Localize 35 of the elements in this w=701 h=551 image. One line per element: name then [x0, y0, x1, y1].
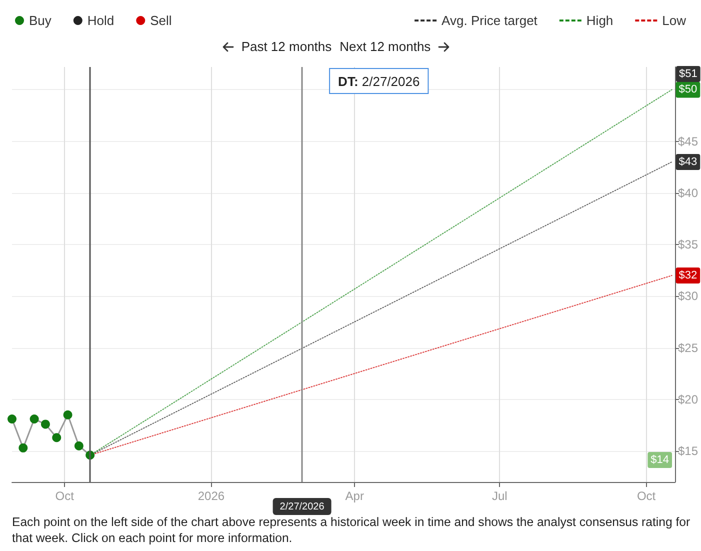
y-tick-label: $30: [678, 289, 698, 304]
point: [40, 420, 50, 429]
text: Next 12 months: [340, 38, 431, 56]
point: [18, 443, 28, 452]
x-tick-label: Oct: [636, 489, 656, 503]
x-tick-label: Apr: [345, 489, 364, 503]
legend-label: Avg. Price target: [442, 13, 538, 28]
data-label: $50: [678, 84, 698, 96]
y-tick-label: $15: [678, 444, 698, 458]
legend-label: High: [586, 13, 614, 28]
text: Past 12 months: [241, 38, 332, 56]
x-tick-label: Oct: [55, 489, 75, 503]
y-tick-label: $35: [678, 238, 698, 252]
point: [52, 433, 62, 442]
x-tick-label: 2026: [198, 489, 225, 503]
text: Each point on the left side of the chart above represents a historical week in time and shows the analyst consensus rating for that week. Click on each point for more information.: [12, 514, 692, 546]
ref-line-label: 2/27/2026: [280, 502, 325, 512]
annotation: DT: 2/27/2026: [338, 74, 420, 89]
point: [8, 414, 16, 424]
legend-label: Hold: [87, 13, 114, 28]
y-tick-label: $20: [678, 392, 698, 406]
y-tick-label: $40: [678, 186, 698, 200]
point: [30, 414, 39, 424]
point: [63, 410, 72, 420]
y-tick-label: $45: [678, 134, 698, 148]
legend-label: Sell: [150, 13, 172, 28]
x-tick-label: Jul: [492, 489, 508, 503]
y-tick-label: $25: [678, 340, 698, 355]
point: [74, 441, 84, 450]
data-label: $32: [678, 270, 698, 282]
legend-label: Buy: [29, 13, 52, 28]
legend-label: Low: [662, 13, 687, 28]
annotation: $14: [650, 454, 669, 466]
text: $51: [679, 68, 698, 80]
data-label: $43: [678, 156, 698, 168]
